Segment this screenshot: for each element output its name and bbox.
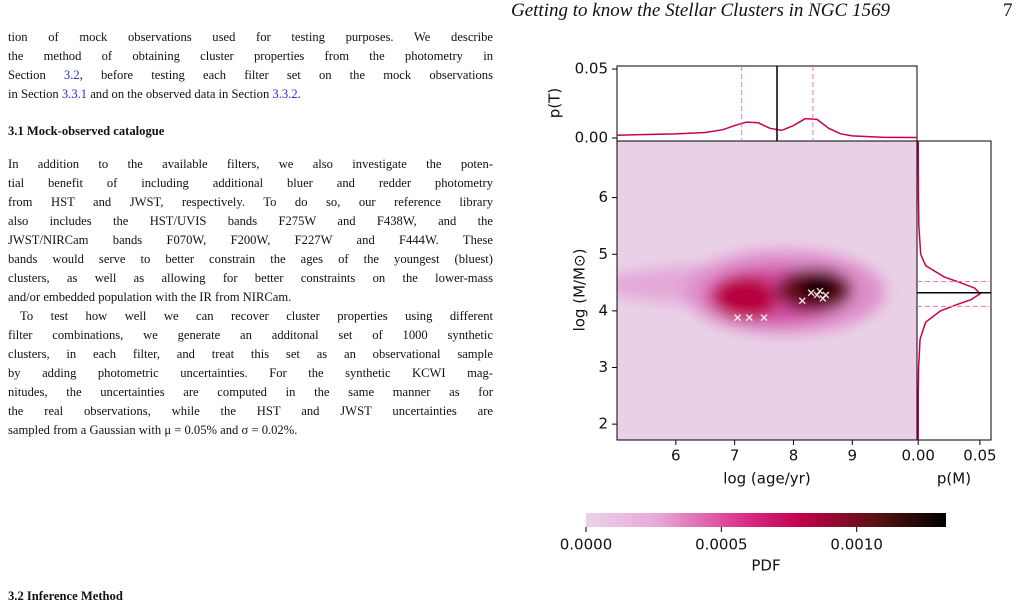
text-run: tion of mock observations used for testi… [8,30,493,44]
text-line: tion of mock observations used for testi… [8,28,493,47]
section-link[interactable]: 3.2 [63,68,80,82]
y-tick-label: 6 [598,188,608,206]
text-line: by adding photometric uncertainties. For… [8,364,493,383]
text-line: from HST and JWST, respectively. To do s… [8,193,493,212]
section-link[interactable]: 3.3.2 [272,87,298,101]
colorbar-tick-label: 0.0000 [560,536,613,554]
x-tick-label: 0.05 [963,447,996,465]
text-line: the method of obtaining cluster properti… [8,47,493,66]
text-run: filter combinations, we generate an addi… [8,328,493,342]
x-tick-label: 9 [848,447,858,465]
y-tick-label: 3 [598,358,608,376]
text-line: JWST/NIRCam bands F070W, F200W, F227W an… [8,231,493,250]
y-tick-label: 4 [598,301,608,319]
y-tick-label: 5 [598,245,608,263]
text-run: . [297,87,301,101]
age-pdf-curve [616,117,918,139]
text-run: bands would serve to better constrain th… [8,252,493,266]
y-tick-label: 0.00 [575,128,608,146]
text-run: also includes the HST/UVIS bands F275W a… [8,214,493,228]
text-run: sampled from a Gaussian with μ = 0.05% a… [8,423,298,437]
text-line: In addition to the available filters, we… [8,155,493,174]
text-run: Section [8,68,64,82]
y-axis-label: log (M/M⊙) [571,249,589,332]
section-link[interactable]: 3.3.1 [61,87,88,101]
text-run: from HST and JWST, respectively. To do s… [8,195,493,209]
x-axis-label: p(M) [937,470,971,488]
x-tick-label: 7 [730,447,740,465]
y-tick-label: 0.05 [575,60,608,78]
text-line: filter combinations, we generate an addi… [8,326,493,345]
x-axis-label: log (age/yr) [723,470,810,488]
text-run: in Section [8,87,62,101]
cluster-point [816,287,824,295]
section-heading: 3.1 Mock-observed catalogue [8,124,165,138]
cluster-point [822,291,830,299]
text-run: clusters, as well as allowing for better… [8,271,493,285]
x-tick-label: 8 [789,447,799,465]
x-tick-label: 0.00 [902,447,935,465]
text-run: by adding photometric uncertainties. For… [8,366,493,380]
text-line: To test how well we can recover cluster … [20,307,493,326]
cluster-point [813,291,821,299]
text-run: In addition to the available filters, we… [8,157,493,171]
cluster-point [760,314,768,322]
text-run: nitudes, the uncertainties are computed … [8,385,493,399]
colorbar-tick-label: 0.0010 [830,536,883,554]
text-line: also includes the HST/UVIS bands F275W a… [8,212,493,231]
text-run: the method of obtaining cluster properti… [8,49,493,63]
mass-pdf-curve [917,140,982,440]
text-run: and on the observed data in Section [87,87,273,101]
text-line: and/or embedded population with the IR f… [8,288,493,307]
colorbar-tick-label: 0.0005 [695,536,748,554]
text-run: tial benefit of including additional blu… [8,176,493,190]
section-heading: 3.2 Inference Method [8,589,123,603]
page-number: 7 [1003,0,1013,21]
density-map [617,141,917,440]
text-line: clusters, in each filter, and treat this… [8,345,493,364]
text-run: the real observations, while the HST and… [8,404,493,418]
text-run: To test how well we can recover cluster … [20,309,493,323]
x-tick-label: 6 [671,447,681,465]
y-axis-label: p(T) [546,88,564,118]
cluster-point [734,314,742,322]
text-run: clusters, in each filter, and treat this… [8,347,493,361]
text-line: in Section 3.3.1 and on the observed dat… [8,85,493,104]
text-line: Section 3.2, before testing each filter … [8,66,493,85]
running-title: Getting to know the Stellar Clusters in … [511,0,890,21]
cluster-point [798,297,806,305]
text-run: and/or embedded population with the IR f… [8,290,292,304]
text-line: sampled from a Gaussian with μ = 0.05% a… [8,421,493,440]
text-line: tial benefit of including additional blu… [8,174,493,193]
y-tick-label: 2 [598,415,608,433]
text-line: nitudes, the uncertainties are computed … [8,383,493,402]
text-line: clusters, as well as allowing for better… [8,269,493,288]
text-run: , before testing each filter set on the … [79,68,493,82]
colorbar-label: PDF [751,557,780,575]
text-line: bands would serve to better constrain th… [8,250,493,269]
cluster-point [745,314,753,322]
text-run: JWST/NIRCam bands F070W, F200W, F227W an… [8,233,493,247]
text-line: the real observations, while the HST and… [8,402,493,421]
cluster-point [807,289,815,297]
